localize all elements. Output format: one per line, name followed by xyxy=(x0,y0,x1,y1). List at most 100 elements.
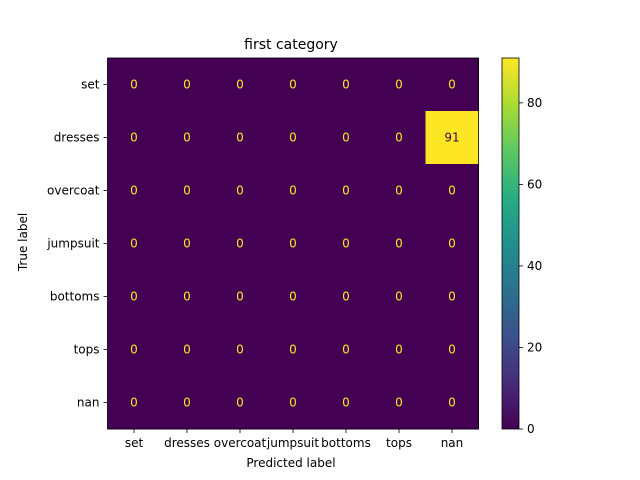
heatmap-cell xyxy=(160,323,214,377)
cell-value-label: 0 xyxy=(448,78,456,92)
cell-value-label: 0 xyxy=(289,184,297,198)
cell-value-label: 0 xyxy=(183,396,191,410)
y-axis-label: True label xyxy=(16,213,30,272)
colorbar-gradient xyxy=(501,57,520,430)
cell-value-label: 0 xyxy=(130,290,138,304)
x-axis: set dresses overcoat jumpsuit bottoms tops nan xyxy=(125,429,463,450)
cell-value-label: 0 xyxy=(448,290,456,304)
y-tick-label: tops xyxy=(74,343,100,357)
cell-value-label: 0 xyxy=(289,131,297,145)
heatmap-cell xyxy=(425,111,479,165)
heatmap-cell xyxy=(425,323,479,377)
heatmap-cell xyxy=(425,217,479,271)
heatmap-cell xyxy=(160,58,214,112)
heatmap-cell xyxy=(372,164,426,218)
cell-value-label: 0 xyxy=(289,396,297,410)
heatmap-cell xyxy=(107,376,161,430)
cell-value-label: 0 xyxy=(395,184,403,198)
x-tick-label: overcoat xyxy=(214,436,267,450)
heatmap-cell xyxy=(372,323,426,377)
heatmap-cell xyxy=(213,164,267,218)
cell-value-label: 0 xyxy=(183,290,191,304)
cell-value-label: 0 xyxy=(236,184,244,198)
heatmap-cell xyxy=(266,217,320,271)
heatmap-cell xyxy=(425,270,479,324)
colorbar-tick-label: 60 xyxy=(527,177,542,191)
heatmap-cell xyxy=(107,323,161,377)
cell-value-label: 0 xyxy=(395,237,403,251)
heatmap-cell xyxy=(213,111,267,165)
x-tick-label: jumpsuit xyxy=(266,436,319,450)
cell-value-label: 0 xyxy=(395,131,403,145)
heatmap-cell xyxy=(213,323,267,377)
cell-value-label: 0 xyxy=(183,184,191,198)
heatmap-cell xyxy=(107,58,161,112)
cell-value-label: 0 xyxy=(236,131,244,145)
colorbar: 0 20 40 60 80 xyxy=(501,57,542,436)
heatmap-cell xyxy=(372,111,426,165)
heatmap-cell xyxy=(266,270,320,324)
heatmap-cell xyxy=(213,58,267,112)
heatmap-cell xyxy=(160,217,214,271)
heatmap-cell xyxy=(160,111,214,165)
y-tick-label: jumpsuit xyxy=(46,237,99,251)
heatmap-cell xyxy=(425,376,479,430)
heatmap-cell xyxy=(160,270,214,324)
heatmap-cell xyxy=(107,270,161,324)
y-tick-label: dresses xyxy=(54,131,100,145)
cell-value-label: 0 xyxy=(395,396,403,410)
cell-value-label: 0 xyxy=(448,184,456,198)
heatmap-cell xyxy=(319,270,373,324)
cell-value-label: 0 xyxy=(183,131,191,145)
cell-value-label: 0 xyxy=(448,343,456,357)
x-tick-label: nan xyxy=(441,436,464,450)
y-tick-label: overcoat xyxy=(47,184,100,198)
heatmap-cell xyxy=(266,323,320,377)
cell-value-label: 0 xyxy=(130,131,138,145)
heatmap-cell xyxy=(319,323,373,377)
cell-value-label: 0 xyxy=(342,343,350,357)
y-tick-label: bottoms xyxy=(50,290,100,304)
cell-value-label: 0 xyxy=(342,396,350,410)
heatmap-cell xyxy=(107,217,161,271)
heatmap-cell xyxy=(372,270,426,324)
cell-value-label: 0 xyxy=(183,78,191,92)
cell-value-label: 0 xyxy=(395,343,403,357)
heatmap-cell xyxy=(425,58,479,112)
cell-value-label: 0 xyxy=(342,131,350,145)
x-tick-label: bottoms xyxy=(321,436,371,450)
y-tick-label: nan xyxy=(77,396,100,410)
heatmap-cell xyxy=(266,376,320,430)
cell-value-label: 0 xyxy=(183,237,191,251)
cell-value-label: 0 xyxy=(342,290,350,304)
cell-value-label: 91 xyxy=(444,131,459,145)
cell-value-label: 0 xyxy=(130,184,138,198)
heatmap-cell xyxy=(425,164,479,218)
y-axis: set dresses overcoat jumpsuit bottoms tops nan xyxy=(46,78,108,410)
heatmap-cell xyxy=(266,58,320,112)
colorbar-tick-label: 20 xyxy=(527,340,542,354)
cell-value-label: 0 xyxy=(342,237,350,251)
cell-value-label: 0 xyxy=(289,237,297,251)
heatmap-cell xyxy=(266,164,320,218)
chart-title: first category xyxy=(244,37,338,53)
cell-value-label: 0 xyxy=(342,184,350,198)
heatmap-cell xyxy=(319,376,373,430)
heatmap-cell xyxy=(266,111,320,165)
heatmap-cell xyxy=(107,164,161,218)
cell-value-label: 0 xyxy=(236,396,244,410)
cell-value-label: 0 xyxy=(236,290,244,304)
heatmap-cell xyxy=(213,217,267,271)
y-tick-label: set xyxy=(81,78,100,92)
cell-value-label: 0 xyxy=(130,343,138,357)
cell-value-label: 0 xyxy=(130,78,138,92)
cell-value-label: 0 xyxy=(342,78,350,92)
colorbar-tick-label: 40 xyxy=(527,259,542,273)
cell-value-label: 0 xyxy=(448,237,456,251)
heatmap-cell xyxy=(319,111,373,165)
cell-value-label: 0 xyxy=(236,343,244,357)
cell-value-label: 0 xyxy=(289,343,297,357)
cell-value-label: 0 xyxy=(395,290,403,304)
x-tick-label: set xyxy=(125,436,144,450)
